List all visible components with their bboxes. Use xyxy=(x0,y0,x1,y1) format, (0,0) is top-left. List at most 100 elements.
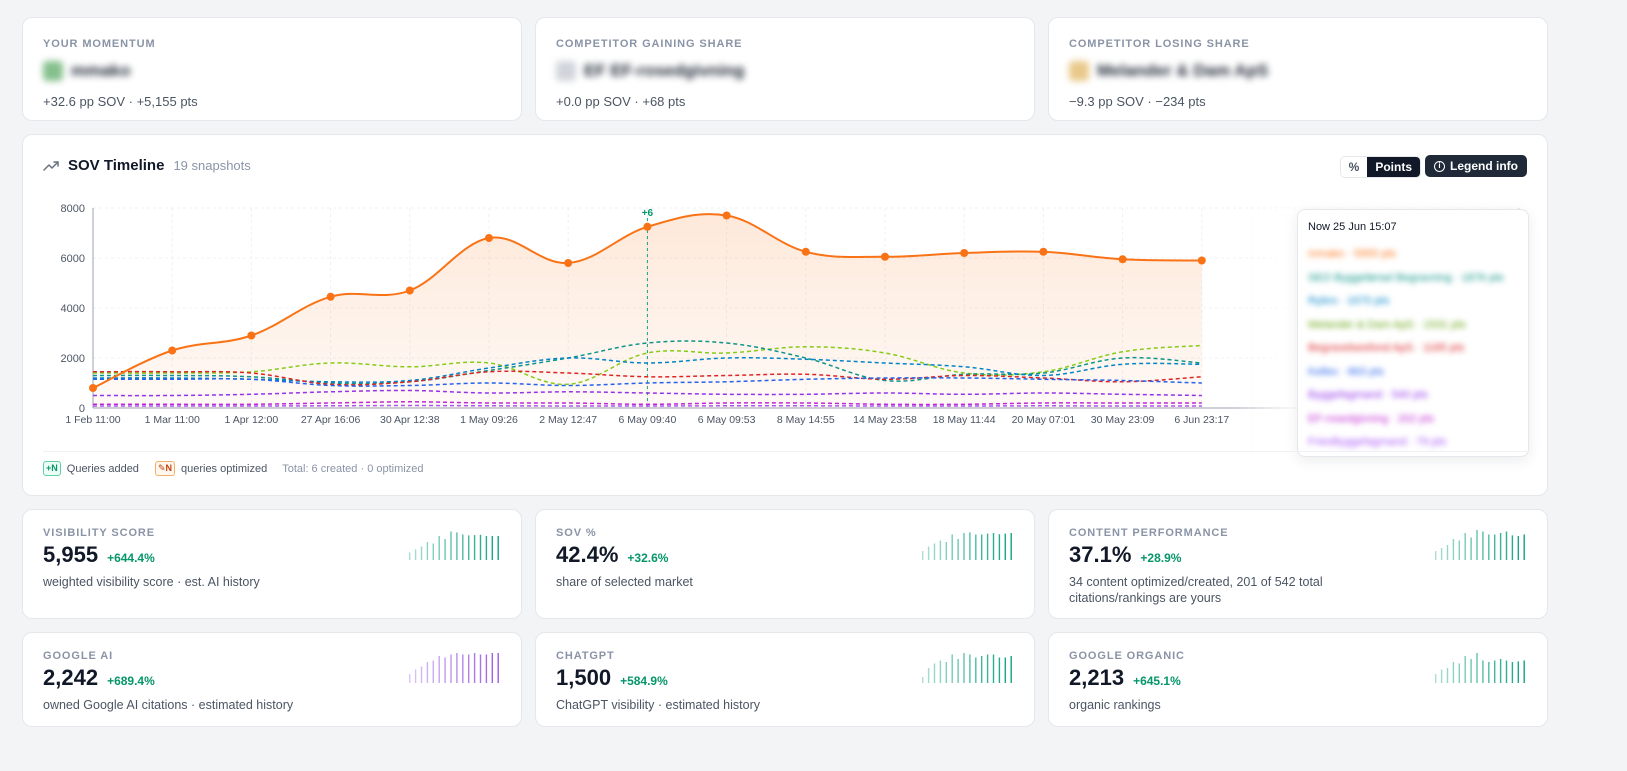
sparkline xyxy=(409,531,499,560)
toggle-points-button[interactable]: Points xyxy=(1367,157,1420,177)
chart-legend: +N Queries added ✎N queries optimized To… xyxy=(43,461,423,476)
sparkline-bar xyxy=(456,532,458,560)
metric-card: GOOGLE ORGANIC 2,213 +645.1% organic rankin… xyxy=(1048,632,1548,727)
metric-description: weighted visibility score · est. AI hist… xyxy=(43,575,260,589)
series-line xyxy=(92,401,1202,406)
tooltip-rows: mmako · 5955 pts SEO Byggeførsel Begravni… xyxy=(1308,243,1504,455)
metric-value: 37.1% xyxy=(1069,542,1132,567)
series-line xyxy=(92,340,1202,385)
annotation-label: +6 xyxy=(642,208,654,219)
data-point xyxy=(564,259,573,267)
x-tick-label: 14 May 23:58 xyxy=(853,414,917,426)
sparkline-bar xyxy=(1004,533,1006,560)
sparkline-bar xyxy=(1511,535,1514,560)
y-tick-label: 8000 xyxy=(61,203,85,215)
metric-value: 42.4% xyxy=(556,542,619,567)
metric-value-row: 2,242 +689.4% xyxy=(43,665,155,691)
data-point xyxy=(89,384,97,392)
sparkline-bar xyxy=(945,662,947,683)
tooltip-row: Begravelsesfond ApS · 1185 pts xyxy=(1308,342,1465,354)
queries-added-label: Queries added xyxy=(66,462,139,475)
sparkline xyxy=(1435,653,1525,683)
sparkline-bar xyxy=(1488,534,1490,560)
metric-description: ChatGPT visibility · estimated history xyxy=(556,698,760,712)
data-point xyxy=(643,222,652,231)
y-tick-label: 0 xyxy=(79,403,85,415)
metric-value-row: 42.4% +32.6% xyxy=(556,542,668,568)
tooltip-row: SEO Byggeførsel Begravning · 1876 pts xyxy=(1308,271,1504,284)
metric-value: 2,213 xyxy=(1069,665,1125,690)
sparkline-bar xyxy=(450,531,452,560)
x-tick-label: 1 Apr 12:00 xyxy=(225,414,279,426)
sparkline-bar xyxy=(1446,545,1449,560)
sparkline-bar xyxy=(479,534,482,560)
sparkline-bar xyxy=(1464,533,1466,560)
sparkline-bar xyxy=(922,551,924,560)
sparkline-bar xyxy=(957,539,959,560)
sparkline-bar xyxy=(456,653,458,683)
momentum-brand: mmako xyxy=(43,60,131,82)
tooltip-row: mmako · 5955 pts xyxy=(1308,248,1397,260)
metric-card: SOV % 42.4% +32.6% share of selected market xyxy=(535,509,1035,619)
sparkline-bar xyxy=(432,543,434,560)
sparkline xyxy=(1435,530,1525,560)
brand-avatar xyxy=(556,61,576,81)
sparkline-bar xyxy=(981,534,983,560)
momentum-stat: +0.0 pp SOV · +68 pts xyxy=(556,94,686,109)
sparkline-bar xyxy=(473,653,476,683)
x-tick-label: 8 May 14:55 xyxy=(777,414,835,426)
momentum-brand: Melander & Dam ApS xyxy=(1069,60,1268,82)
sparkline-bar xyxy=(1452,539,1455,560)
sparkline-bar xyxy=(497,536,499,560)
momentum-card-you: YOUR MOMENTUM mmako +32.6 pp SOV · +5,15… xyxy=(22,17,522,121)
momentum-stat: +32.6 pp SOV · +5,155 pts xyxy=(43,94,198,109)
sparkline-bar xyxy=(1458,540,1460,560)
momentum-stat: −9.3 pp SOV · −234 pts xyxy=(1069,94,1206,109)
data-point xyxy=(405,286,414,295)
metric-description: organic rankings xyxy=(1069,698,1161,712)
x-tick-label: 1 Feb 11:00 xyxy=(65,414,120,426)
sparkline-bar xyxy=(963,533,965,560)
sov-timeline-chart[interactable]: 0 2000 4000 6000 8000 1 Feb 11:00 1 Mar 11:00 1… xyxy=(23,195,1548,435)
sparkline-bar xyxy=(491,653,493,683)
legend-info-label: Legend info xyxy=(1450,159,1518,173)
queries-total: Total: 6 created · 0 optimized xyxy=(282,462,424,475)
sparkline-bar xyxy=(1505,531,1508,560)
series-line xyxy=(92,389,1202,397)
sparkline-bar xyxy=(409,552,411,560)
data-point xyxy=(881,252,889,261)
tooltip-row: EF-rosedgivning · 202 pts xyxy=(1308,412,1434,425)
metric-value-row: 5,955 +644.4% xyxy=(43,542,155,568)
sparkline-bar xyxy=(922,677,924,683)
sparkline-bar xyxy=(963,653,965,683)
metric-delta: +689.4% xyxy=(107,674,155,688)
sparkline-bar xyxy=(933,543,936,560)
sparkline-bar xyxy=(1511,662,1514,683)
queries-optimized-label: queries optimized xyxy=(180,462,268,475)
legend-info-button[interactable]: i Legend info xyxy=(1425,155,1527,177)
data-point xyxy=(960,249,969,257)
sparkline-bar xyxy=(414,669,417,683)
sparkline-bar xyxy=(975,657,977,683)
sparkline-bar xyxy=(1494,534,1496,560)
metric-delta: +645.1% xyxy=(1133,674,1181,688)
sparkline-bar xyxy=(462,534,464,560)
sparkline-bar xyxy=(432,660,434,683)
sparkline-bar xyxy=(933,663,936,683)
metric-label: CHATGPT xyxy=(556,650,615,662)
timeline-title: SOV Timeline xyxy=(68,157,165,174)
metric-delta: +644.4% xyxy=(107,551,155,565)
sparkline-bar xyxy=(473,535,476,560)
toggle-percent-button[interactable]: % xyxy=(1340,157,1368,177)
queries-optimized-badge: ✎N xyxy=(154,461,175,476)
metric-value: 1,500 xyxy=(556,665,612,690)
sparkline-bar xyxy=(479,654,482,683)
sparkline-bar xyxy=(969,654,971,683)
data-point xyxy=(722,211,731,220)
sparkline-bar xyxy=(1494,660,1496,683)
momentum-card-gaining: COMPETITOR GAINING SHARE EF EF-rosedgivn… xyxy=(535,17,1035,121)
metric-label: CONTENT PERFORMANCE xyxy=(1069,527,1229,539)
sparkline xyxy=(922,532,1012,560)
sparkline-bar xyxy=(975,534,977,560)
sparkline-bar xyxy=(1464,656,1466,683)
